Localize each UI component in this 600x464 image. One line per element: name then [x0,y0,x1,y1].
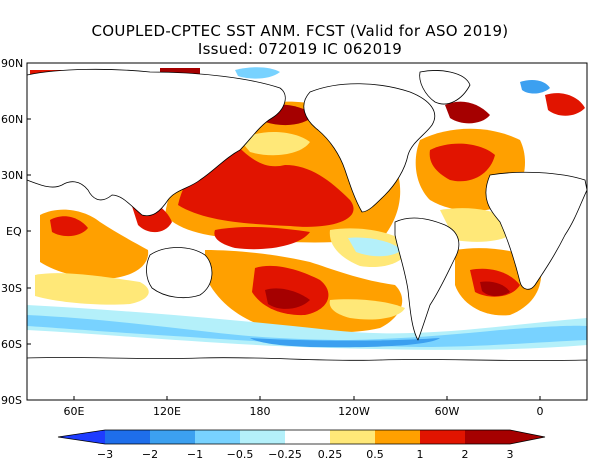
colorbar-tick-label: −1 [187,448,203,461]
lat-label-90n: 90N [1,57,23,70]
colorbar-tick-label: −2 [142,448,158,461]
colorbar-segment [285,430,330,444]
colorbar-tick-label: 1 [417,448,424,461]
lat-label-60s: 60S [1,338,22,351]
longitude-axis: 60E 120E 180 120W 60W 0 [64,396,544,418]
lon-label-60w: 60W [435,405,460,418]
indian-ocean-hot [50,216,88,237]
continents [27,68,587,400]
south-america-landmass [394,217,460,341]
lat-label-90s: 90S [1,394,22,407]
south-pacific-hot-core [265,288,310,309]
colorbar-segment [150,430,195,444]
southern-ocean-cold-core [250,338,440,348]
southern-ocean-cold [27,315,587,347]
colorbar-segment [330,430,375,444]
nordic-warm-patch [545,93,585,116]
south-atlantic-hot-core [480,281,510,297]
australia-landmass [146,247,213,299]
lon-label-120w: 120W [338,405,370,418]
colorbar-tick-label: 0.5 [366,448,384,461]
north-pacific-weak-warm-patch [240,131,310,156]
lon-label-120e: 120E [153,405,181,418]
map-subtitle: Issued: 072019 IC 062019 [197,40,403,58]
eurasia-landmass [27,68,286,217]
south-pacific-yellow [329,299,405,320]
colorbar-tick-label: −0.25 [268,448,302,461]
indian-ocean-yellow [35,273,149,305]
colorbar-tick-label: −0.5 [227,448,254,461]
colorbar-tick-label: 0.25 [318,448,343,461]
arctic-cool-patch [235,67,280,79]
equatorial-pacific-warm [214,226,310,250]
lon-label-0: 0 [537,405,544,418]
north-america-landmass [303,83,436,213]
north-atlantic-cold-patch [520,80,550,94]
colorbar-tick-label: 3 [507,448,514,461]
colorbar-tick-label: 2 [462,448,469,461]
latitude-axis: 90N 60N 30N EQ 30S 60S 90S [1,57,31,407]
colorbar-tick-label: −3 [97,448,113,461]
map-title: COUPLED-CPTEC SST ANM. FCST (Valid for A… [91,22,509,40]
antarctica [27,357,587,400]
lon-label-180: 180 [250,405,271,418]
lon-label-60e: 60E [64,405,85,418]
africa-landmass [485,171,587,290]
colorbar-segment [420,430,465,444]
colorbar: −3 −2 −1 −0.5 −0.25 0.25 0.5 1 2 3 [57,429,546,461]
greenland [419,70,471,105]
colorbar-cap-high [510,430,545,444]
colorbar-segment [465,430,510,444]
lat-label-30n: 30N [1,169,23,182]
lat-label-30s: 30S [1,282,22,295]
colorbar-segment [105,430,150,444]
north-atlantic-hot-core [445,101,490,124]
colorbar-cap-low [58,430,105,444]
colorbar-segment [375,430,420,444]
colorbar-segment [240,430,285,444]
north-atlantic-hot [429,143,495,182]
colorbar-segment [195,430,240,444]
lat-label-eq: EQ [6,225,22,238]
lat-label-60n: 60N [1,113,23,126]
east-pacific-cool [348,237,402,257]
